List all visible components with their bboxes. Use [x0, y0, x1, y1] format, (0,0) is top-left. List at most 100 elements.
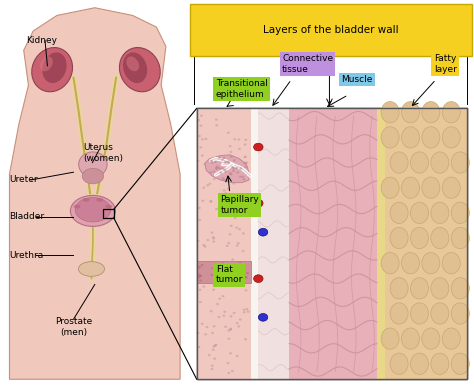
- Circle shape: [233, 274, 236, 277]
- Circle shape: [201, 200, 204, 202]
- Circle shape: [201, 264, 203, 266]
- Ellipse shape: [401, 252, 419, 274]
- Bar: [197, 261, 251, 283]
- Ellipse shape: [390, 303, 408, 324]
- Circle shape: [227, 188, 230, 190]
- Circle shape: [203, 163, 206, 166]
- Circle shape: [244, 143, 246, 146]
- Circle shape: [237, 139, 240, 141]
- Circle shape: [207, 239, 210, 241]
- Circle shape: [228, 265, 231, 268]
- Circle shape: [219, 168, 222, 170]
- Circle shape: [229, 151, 232, 153]
- Circle shape: [217, 175, 220, 178]
- Ellipse shape: [451, 227, 469, 249]
- Circle shape: [227, 132, 230, 134]
- Circle shape: [197, 119, 200, 121]
- Circle shape: [204, 333, 207, 336]
- Bar: [289, 108, 377, 379]
- Circle shape: [242, 178, 245, 180]
- Ellipse shape: [451, 202, 469, 224]
- Circle shape: [244, 139, 247, 141]
- Circle shape: [221, 262, 224, 264]
- Circle shape: [233, 312, 236, 314]
- Text: Ureter: Ureter: [9, 175, 38, 185]
- Circle shape: [239, 176, 242, 178]
- Circle shape: [198, 276, 201, 278]
- Circle shape: [216, 165, 219, 168]
- Circle shape: [211, 332, 214, 334]
- Circle shape: [212, 289, 215, 291]
- Circle shape: [232, 272, 235, 275]
- Circle shape: [210, 231, 213, 234]
- Circle shape: [197, 159, 200, 162]
- Circle shape: [239, 280, 242, 283]
- Circle shape: [233, 168, 236, 170]
- Ellipse shape: [71, 195, 116, 226]
- Ellipse shape: [422, 102, 440, 123]
- Circle shape: [202, 187, 205, 189]
- Circle shape: [221, 177, 224, 180]
- Circle shape: [211, 365, 214, 367]
- Circle shape: [228, 145, 231, 147]
- Circle shape: [229, 264, 232, 266]
- Text: Connective
tissue: Connective tissue: [282, 54, 333, 74]
- Circle shape: [217, 167, 220, 169]
- Ellipse shape: [431, 278, 449, 299]
- Circle shape: [244, 166, 247, 168]
- Text: Papillary
tumor: Papillary tumor: [220, 195, 259, 215]
- Circle shape: [223, 311, 226, 313]
- Text: Fatty
layer: Fatty layer: [434, 54, 456, 74]
- Circle shape: [244, 156, 246, 158]
- Circle shape: [211, 267, 214, 269]
- Circle shape: [246, 272, 249, 274]
- Circle shape: [212, 349, 215, 351]
- Circle shape: [214, 283, 217, 285]
- Circle shape: [220, 276, 223, 278]
- Circle shape: [258, 313, 268, 321]
- Circle shape: [236, 355, 238, 357]
- Circle shape: [198, 207, 201, 209]
- Circle shape: [198, 135, 201, 137]
- Circle shape: [239, 262, 242, 264]
- Ellipse shape: [73, 205, 81, 209]
- Circle shape: [213, 178, 216, 180]
- Circle shape: [236, 279, 239, 282]
- Circle shape: [199, 301, 202, 303]
- Text: Urethra: Urethra: [9, 251, 44, 260]
- Circle shape: [240, 210, 243, 212]
- Circle shape: [226, 245, 228, 247]
- Ellipse shape: [75, 197, 110, 222]
- Ellipse shape: [79, 152, 107, 177]
- Circle shape: [225, 161, 228, 164]
- Circle shape: [217, 269, 219, 271]
- Circle shape: [215, 124, 218, 127]
- Circle shape: [242, 232, 245, 235]
- Circle shape: [208, 262, 211, 264]
- Text: Bladder: Bladder: [9, 212, 45, 221]
- Circle shape: [230, 156, 233, 158]
- Ellipse shape: [442, 177, 460, 198]
- Ellipse shape: [410, 278, 428, 299]
- Text: Muscle: Muscle: [341, 75, 373, 84]
- Ellipse shape: [119, 48, 160, 92]
- Polygon shape: [9, 8, 180, 379]
- Circle shape: [224, 325, 227, 328]
- Circle shape: [238, 279, 241, 281]
- Ellipse shape: [40, 57, 53, 71]
- Ellipse shape: [410, 227, 428, 249]
- Ellipse shape: [381, 127, 399, 148]
- Circle shape: [216, 303, 219, 305]
- Ellipse shape: [431, 303, 449, 324]
- Circle shape: [258, 228, 268, 236]
- Circle shape: [224, 170, 227, 173]
- Circle shape: [198, 266, 201, 269]
- Circle shape: [222, 295, 225, 297]
- Circle shape: [231, 370, 234, 372]
- Circle shape: [232, 182, 235, 185]
- Circle shape: [233, 138, 236, 140]
- Circle shape: [199, 279, 202, 282]
- Circle shape: [237, 325, 240, 327]
- FancyBboxPatch shape: [190, 4, 472, 56]
- Ellipse shape: [78, 262, 104, 276]
